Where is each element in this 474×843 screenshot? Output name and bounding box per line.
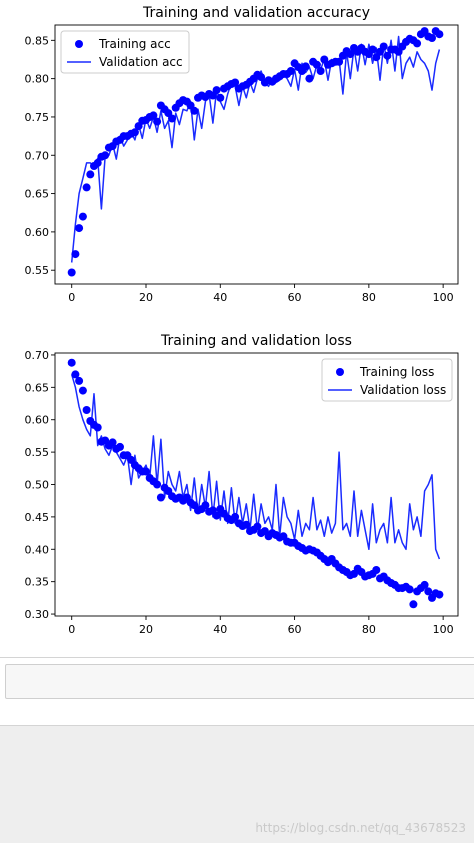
series-point [286, 67, 295, 75]
series-point [212, 511, 221, 520]
y-tick-label: 0.45 [25, 511, 50, 524]
y-tick-label: 0.65 [25, 381, 50, 394]
series-point [86, 170, 95, 179]
x-tick-label: 60 [288, 291, 302, 304]
series-point [101, 151, 110, 160]
legend-marker [336, 368, 344, 376]
x-tick-label: 80 [362, 291, 376, 304]
series-point [413, 39, 422, 48]
legend-label: Training acc [98, 37, 171, 51]
series-point [67, 268, 76, 277]
y-tick-label: 0.70 [25, 149, 50, 162]
x-tick-label: 20 [139, 623, 153, 636]
series-point [156, 493, 165, 502]
series-point [428, 34, 436, 42]
series-point [75, 376, 84, 385]
series-point [379, 42, 388, 51]
series-point [335, 57, 344, 66]
y-tick-label: 0.60 [25, 414, 50, 427]
y-tick-label: 0.55 [25, 264, 50, 277]
legend-box [60, 30, 190, 74]
chart-title: Training and validation loss [160, 333, 352, 349]
series-point [67, 358, 76, 367]
series-point [435, 30, 444, 39]
x-tick-label: 100 [433, 623, 454, 636]
series-point [82, 183, 91, 192]
code-cell-input[interactable] [5, 664, 474, 699]
y-tick-label: 0.40 [25, 543, 50, 556]
series-point [190, 106, 199, 115]
y-tick-label: 0.60 [25, 226, 50, 239]
x-tick-label: 40 [213, 291, 227, 304]
axes-frame [54, 24, 459, 285]
series-point [231, 78, 240, 87]
series-point [301, 62, 310, 71]
legend-label: Training loss [359, 365, 434, 379]
series-point [93, 158, 102, 167]
series-point [312, 60, 321, 69]
legend-box [321, 358, 453, 402]
y-tick-label: 0.70 [25, 349, 50, 362]
series-point [130, 128, 139, 137]
x-tick-label: 80 [362, 623, 376, 636]
legend-label: Validation loss [360, 383, 446, 397]
cell-divider [0, 725, 474, 726]
series-point [71, 250, 80, 259]
series-point [153, 480, 162, 489]
series-point [149, 111, 158, 120]
series-point [253, 522, 262, 531]
series-point [316, 67, 325, 75]
series-point [231, 512, 240, 521]
legend-marker [75, 40, 83, 48]
y-tick-label: 0.75 [25, 111, 50, 124]
x-tick-label: 60 [288, 623, 302, 636]
series-point [346, 50, 355, 59]
series-point [435, 590, 444, 599]
series-point [424, 587, 433, 596]
x-tick-label: 100 [433, 291, 454, 304]
chart-title: Training and validation accuracy [142, 5, 370, 21]
series-point [216, 93, 225, 102]
series-line [70, 374, 441, 560]
figure-plots: Training and validation accuracy 0 20 40 60 8… [25, 5, 459, 636]
series-point [420, 580, 429, 589]
series-point [405, 585, 414, 594]
x-tick-label: 0 [68, 291, 75, 304]
series-point [383, 51, 392, 60]
series-point [71, 370, 80, 379]
watermark-text: https://blog.csdn.net/qq_43678523 [255, 821, 466, 835]
series-point [372, 566, 381, 574]
y-tick-label: 0.35 [25, 576, 50, 589]
x-tick-label: 20 [139, 291, 153, 304]
series-point [82, 406, 91, 414]
legend-label: Validation acc [99, 55, 183, 69]
x-tick-label: 0 [68, 623, 75, 636]
y-tick-label: 0.65 [25, 188, 50, 201]
y-tick-label: 0.30 [25, 608, 50, 621]
x-tick-label: 40 [213, 623, 227, 636]
series-point [116, 442, 124, 451]
series-point [78, 386, 87, 395]
series-point [142, 467, 150, 476]
series-point [75, 224, 84, 233]
series-point [108, 438, 117, 447]
series-point [201, 501, 210, 510]
y-tick-label: 0.85 [25, 34, 50, 47]
series-point [212, 86, 221, 95]
series-point [168, 114, 176, 123]
series-point [93, 423, 102, 432]
series-point [242, 520, 251, 529]
series-point [409, 600, 418, 609]
series-point [78, 212, 87, 221]
y-tick-label: 0.50 [25, 479, 50, 492]
series-point [305, 74, 314, 83]
y-tick-label: 0.80 [25, 73, 50, 86]
series-point [153, 117, 162, 126]
empty-area [0, 726, 474, 843]
output-divider [0, 657, 474, 658]
y-tick-label: 0.55 [25, 446, 50, 459]
series-point [368, 45, 377, 54]
